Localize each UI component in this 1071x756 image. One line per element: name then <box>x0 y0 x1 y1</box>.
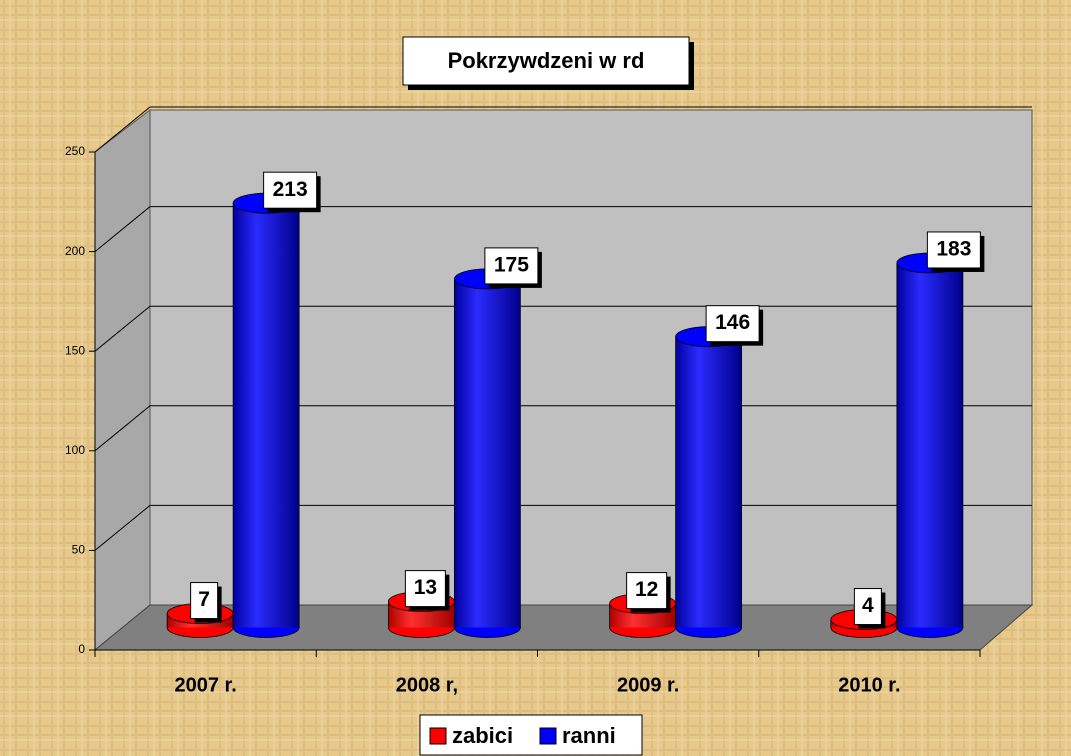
title-box <box>402 36 690 86</box>
legend-swatch <box>429 727 447 745</box>
bar <box>896 262 963 628</box>
grid-line <box>94 106 1032 153</box>
marks: 7 213 13 175 12 146 4 183 <box>166 171 985 638</box>
cylinder-edge <box>896 262 964 628</box>
value-label-box <box>190 582 219 620</box>
cylinder-edge <box>232 203 300 628</box>
y-tick-label: 100 <box>65 443 85 457</box>
cylinder: 4 <box>830 588 898 638</box>
value-label: 13 <box>414 576 437 599</box>
legend-label: ranni <box>562 723 616 748</box>
legend: zabici ranni <box>429 723 616 748</box>
value-label-box <box>404 570 446 608</box>
grid: 0 50 100 150 200 250 2007 r. 2008 r, 2009 r. 2010… <box>65 106 1032 696</box>
y-tick-label: 250 <box>65 144 85 158</box>
cylinder: 183 <box>896 231 985 638</box>
cylinder-edge <box>675 336 743 628</box>
value-label-box <box>853 588 882 626</box>
y-tick-label: 150 <box>65 343 85 357</box>
grid-line <box>94 206 1032 252</box>
x-tick-label: 2010 r. <box>838 674 900 696</box>
value-label-box <box>926 231 981 269</box>
x-tick-label: 2008 r, <box>396 674 458 696</box>
cylinder: 213 <box>232 171 321 638</box>
bar <box>233 203 300 628</box>
cylinder: 175 <box>453 247 542 638</box>
cylinder: 146 <box>675 305 764 638</box>
cylinder: 7 <box>166 582 234 638</box>
y-tick-label: 50 <box>72 543 86 557</box>
cylinder-edge <box>453 278 521 628</box>
x-tick-label: 2007 r. <box>174 674 236 696</box>
value-label: 175 <box>494 253 529 276</box>
legend-box <box>419 714 643 756</box>
side-wall <box>94 108 151 652</box>
legend-swatch <box>539 727 557 745</box>
bar <box>675 336 742 628</box>
value-label-box <box>705 305 760 343</box>
value-label: 183 <box>936 238 971 261</box>
legend-label: zabici <box>452 723 513 748</box>
value-label: 146 <box>715 311 750 334</box>
value-label: 213 <box>273 178 308 201</box>
value-label: 4 <box>862 594 874 617</box>
x-tick-label: 2009 r. <box>617 674 679 696</box>
y-tick-label: 0 <box>78 642 85 656</box>
value-label: 7 <box>198 588 210 611</box>
value-label-box <box>626 572 668 610</box>
value-label-box <box>484 247 539 285</box>
value-label-box <box>263 171 318 209</box>
value-label: 12 <box>635 578 658 601</box>
chart-title: Pokrzywdzeni w rd <box>448 48 645 73</box>
bar <box>454 278 521 628</box>
cylinder: 13 <box>387 570 455 638</box>
y-tick-label: 200 <box>65 244 85 258</box>
